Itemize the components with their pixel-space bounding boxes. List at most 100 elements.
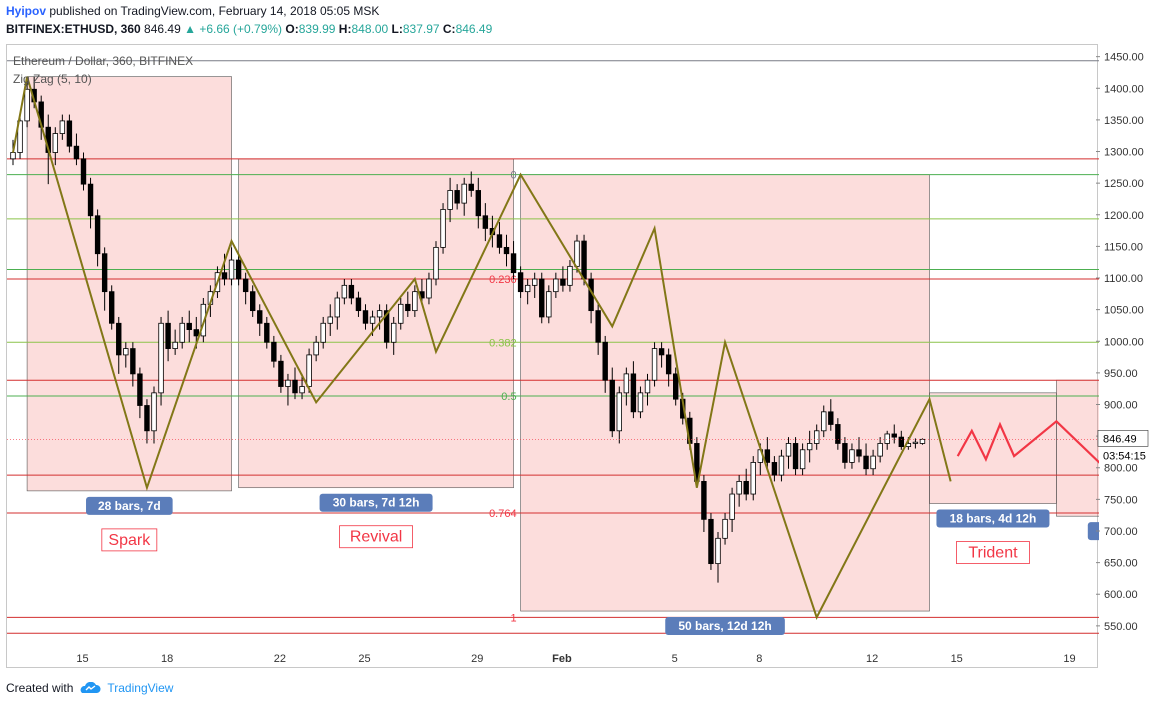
fib-level-label: 0.236: [489, 274, 517, 286]
candle-body: [870, 455, 876, 470]
candle-body: [651, 348, 658, 381]
candle-body: [221, 272, 228, 280]
candle-body: [546, 291, 552, 318]
x-tick-label: 15: [951, 653, 963, 665]
symbol-line: BITFINEX:ETHUSD, 360 846.49 ▲ +6.66 (+0.…: [6, 22, 492, 36]
duration-label: 30 bars, 7d 12h: [333, 496, 420, 510]
duration-label: 18 bars, 4d 12h: [950, 512, 1037, 526]
x-tick-label: 15: [76, 653, 88, 665]
time-range-box: [520, 174, 930, 612]
y-tick-label: 1200.00: [1104, 210, 1144, 222]
chart-title: Ethereum / Dollar, 360, BITFINEX: [13, 54, 193, 68]
zigzag-line: [12, 76, 952, 620]
duration-badge: [86, 496, 173, 515]
candle-body: [24, 88, 30, 122]
candle-body: [52, 133, 58, 153]
candle-body: [778, 455, 785, 476]
candle-body: [828, 411, 834, 425]
candle-body: [701, 480, 707, 520]
author-name[interactable]: Hyipov: [6, 4, 47, 18]
phase-name: Revival: [350, 529, 402, 546]
x-tick-label: 25: [358, 653, 370, 665]
candle-body: [898, 436, 904, 448]
candle-body: [109, 291, 115, 324]
candle-body: [792, 443, 799, 470]
candle-body: [299, 386, 305, 394]
candle-body: [553, 278, 559, 293]
candle-body: [835, 424, 841, 444]
candle-body: [602, 341, 608, 381]
tradingview-link[interactable]: TradingView: [107, 681, 174, 695]
candle-body: [630, 373, 637, 413]
candle-body: [665, 354, 672, 375]
time-axis[interactable]: 15 18 22 25 29 Feb 5 8 12 15 19: [6, 648, 1098, 668]
candle-body: [320, 322, 326, 343]
candle-body: [80, 158, 87, 185]
open-value: 839.99: [298, 22, 336, 36]
fib-level-label: 0: [510, 170, 516, 182]
candle-body: [144, 405, 150, 432]
price-change: +6.66 (+0.79%): [199, 22, 283, 36]
publish-line: Hyipov published on TradingView.com, Feb…: [6, 4, 379, 18]
y-tick-label: 1450.00: [1104, 52, 1144, 64]
candle-body: [235, 259, 242, 280]
tradingview-cloud-icon: [81, 682, 101, 693]
candle-body: [863, 455, 869, 470]
candle-body: [348, 284, 355, 299]
y-tick-label: 1300.00: [1104, 147, 1144, 159]
y-tick-label: 1000.00: [1104, 336, 1144, 348]
candle-body: [87, 183, 94, 217]
created-with-text: Created with: [6, 681, 74, 695]
price-axis[interactable]: 550.00600.00650.00700.00750.00800.00850.…: [1096, 44, 1156, 668]
candle-body: [94, 215, 101, 255]
x-tick-label: 29: [471, 653, 483, 665]
duration-label: 28 bars, 7d: [98, 499, 161, 513]
last-price-value: 846.49: [1103, 433, 1137, 445]
low-value: 837.97: [402, 22, 440, 36]
y-tick-label: 600.00: [1104, 589, 1138, 601]
candle-body: [524, 284, 531, 293]
candle-body: [785, 443, 792, 457]
candle-body: [313, 341, 319, 356]
candle-body: [856, 449, 862, 457]
y-tick-label: 700.00: [1104, 526, 1138, 538]
candle-body: [468, 183, 474, 191]
candle-body: [482, 215, 489, 229]
duration-label: 50 bars, 12d 12h: [678, 619, 771, 633]
candle-body: [461, 183, 467, 204]
candle-body: [503, 246, 510, 255]
candle-body: [257, 310, 263, 324]
candle-body: [814, 430, 820, 444]
duration-badge: [936, 509, 1050, 528]
phase-name-box: [339, 525, 413, 549]
candle-body: [694, 443, 700, 482]
candle-body: [398, 303, 404, 324]
x-tick-label: Feb: [552, 653, 572, 665]
candle-body: [306, 354, 312, 387]
y-tick-label: 800.00: [1104, 463, 1138, 475]
candle-body: [440, 209, 446, 248]
chart-frame[interactable]: 0 0.236 0.382 0.5 0.764 1 28 bars, 7d Spark 30 b…: [6, 44, 1099, 669]
high-value: 848.00: [351, 22, 389, 36]
price-chart[interactable]: 0 0.236 0.382 0.5 0.764 1 28 bars, 7d Spark 30 b…: [7, 45, 1099, 669]
candle-body: [17, 120, 23, 153]
candle-body: [151, 392, 157, 432]
candle-body: [369, 316, 376, 324]
phase-name: Spark: [108, 532, 151, 549]
candle-body: [623, 373, 630, 394]
y-tick-label: 1150.00: [1104, 241, 1143, 253]
candle-body: [101, 253, 108, 293]
x-tick-label: 8: [756, 653, 762, 665]
fib-level-label: 1: [510, 612, 516, 624]
last-price: 846.49: [144, 22, 181, 36]
candle-body: [454, 190, 460, 204]
y-tick-label: 550.00: [1104, 621, 1138, 633]
candle-body: [355, 297, 362, 312]
y-tick-label: 1100.00: [1104, 273, 1143, 285]
candle-body: [292, 379, 298, 394]
candle-body: [193, 329, 199, 337]
footer: Created with TradingView: [6, 681, 173, 695]
candle-body: [919, 438, 926, 444]
candle-body: [66, 120, 73, 147]
up-arrow-icon: ▲: [184, 22, 196, 36]
